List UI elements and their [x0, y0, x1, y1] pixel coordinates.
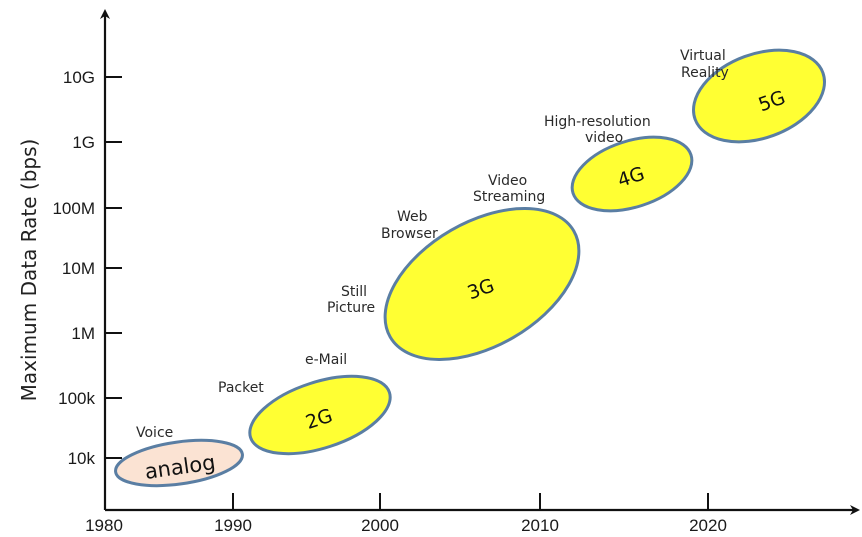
x-tick-label: 2000: [361, 516, 399, 535]
y-axis-label: Maximum Data Rate (bps): [17, 139, 41, 402]
annotation-voice: Voice: [136, 425, 173, 441]
annotation-video-streaming: Streaming: [473, 189, 545, 205]
3g-ellipse: [383, 207, 581, 361]
annotation-video-streaming: Video: [488, 173, 527, 189]
y-tick-label: 100M: [52, 199, 95, 218]
y-tick-label: 10k: [68, 449, 96, 468]
annotation-web-browser: Web: [397, 209, 428, 225]
analog-ellipse: [114, 438, 244, 488]
2g-ellipse: [248, 374, 392, 456]
annotation-email: e-Mail: [305, 352, 347, 368]
4g-ellipse: [570, 135, 694, 213]
annotation-virtual-reality: Virtual: [680, 48, 726, 64]
annotation-hd-video: High-resolution: [544, 114, 651, 130]
x-tick-label: 2020: [689, 516, 727, 535]
annotation-packet: Packet: [218, 380, 264, 396]
x-tick-label: 1980: [85, 516, 123, 535]
x-tick-label: 1990: [214, 516, 252, 535]
y-tick-label: 10M: [62, 259, 95, 278]
5g-ellipse: [692, 48, 826, 144]
y-tick-label: 1G: [72, 133, 95, 152]
annotation-hd-video: video: [585, 130, 623, 146]
annotation-still-picture: Still: [341, 284, 367, 300]
annotation-web-browser: Browser: [381, 226, 438, 242]
y-tick-label: 1M: [71, 324, 95, 343]
annotation-virtual-reality: Reality: [681, 65, 729, 81]
x-tick-label: 2010: [521, 516, 559, 535]
y-ticks: [105, 76, 122, 459]
y-tick-label: 10G: [63, 68, 95, 87]
annotation-still-picture: Picture: [327, 300, 375, 316]
x-ticks: [232, 493, 709, 510]
y-tick-label: 100k: [58, 389, 95, 408]
